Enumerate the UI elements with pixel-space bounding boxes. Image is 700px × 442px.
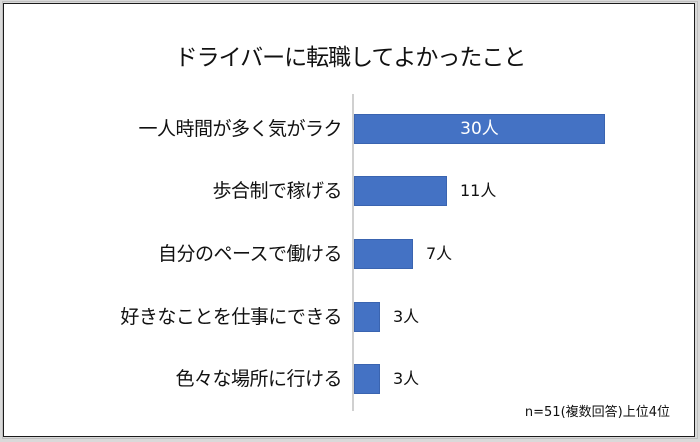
bar-row: 一人時間が多く気がラク 30人 xyxy=(0,114,700,144)
data-label: 3人 xyxy=(393,307,420,326)
bar: 30人 xyxy=(354,114,605,144)
bar xyxy=(354,364,380,394)
bar xyxy=(354,176,447,206)
category-label: 一人時間が多く気がラク xyxy=(138,118,342,140)
data-label: 3人 xyxy=(393,369,420,388)
bar-row: 色々な場所に行ける 3人 xyxy=(0,364,700,394)
bar-row: 自分のペースで働ける 7人 xyxy=(0,239,700,269)
category-label: 自分のペースで働ける xyxy=(157,243,343,265)
bar-row: 歩合制で稼げる 11人 xyxy=(0,176,700,206)
category-label: 歩合制で稼げる xyxy=(212,180,342,202)
category-label: 色々な場所に行ける xyxy=(175,368,342,390)
bar xyxy=(354,239,413,269)
bar-row: 好きなことを仕事にできる 3人 xyxy=(0,302,700,332)
data-label: 7人 xyxy=(426,244,453,263)
bar xyxy=(354,302,380,332)
data-label: 11人 xyxy=(460,181,497,200)
data-label: 30人 xyxy=(460,119,499,139)
sample-note: n=51(複数回答)上位4位 xyxy=(524,405,670,420)
category-axis-line xyxy=(352,94,354,411)
chart-frame xyxy=(3,3,695,437)
category-label: 好きなことを仕事にできる xyxy=(120,306,342,328)
chart-title: ドライバーに転職してよかったこと xyxy=(174,45,527,71)
